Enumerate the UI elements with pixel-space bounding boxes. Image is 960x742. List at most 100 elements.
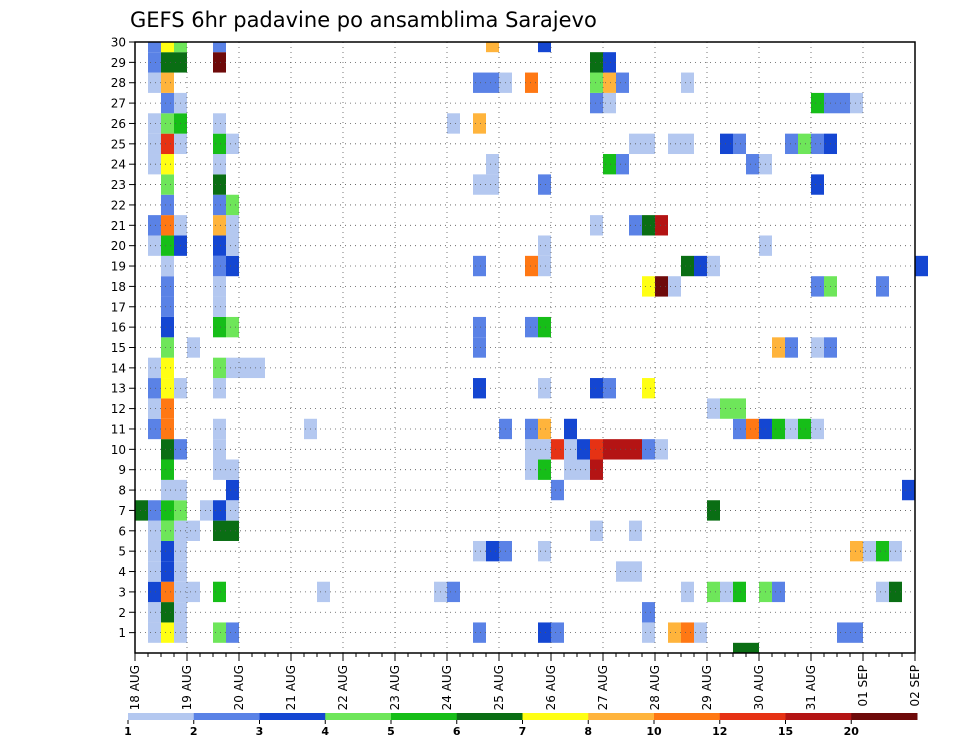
heatmap-cell xyxy=(733,581,746,603)
heatmap-cell xyxy=(148,113,161,134)
colorbar-swatch xyxy=(588,713,655,720)
heatmap-cell xyxy=(733,398,746,419)
heatmap-cell xyxy=(213,154,226,175)
heatmap-cell xyxy=(200,500,213,521)
heatmap-cell xyxy=(473,337,486,358)
heatmap-cell xyxy=(681,72,694,93)
heatmap-cell xyxy=(603,52,616,73)
heatmap-cell xyxy=(733,642,746,653)
heatmap-cell xyxy=(902,479,915,501)
colorbar-label: 15 xyxy=(778,725,793,738)
y-tick-label: 8 xyxy=(118,484,126,498)
heatmap-cell xyxy=(577,459,590,480)
colorbar-label: 4 xyxy=(321,725,329,738)
heatmap-cell xyxy=(486,72,499,93)
heatmap-cell xyxy=(148,520,161,541)
y-tick-label: 22 xyxy=(111,198,126,212)
heatmap-cell xyxy=(473,174,486,195)
heatmap-cell xyxy=(213,174,226,195)
heatmap-cell xyxy=(525,459,538,480)
y-tick-label: 20 xyxy=(111,239,126,253)
heatmap-cell xyxy=(213,194,226,216)
y-tick-label: 18 xyxy=(111,280,126,294)
heatmap-cell xyxy=(161,500,174,521)
heatmap-cell xyxy=(590,459,603,480)
heatmap-cell xyxy=(538,174,551,195)
heatmap-cell xyxy=(733,418,746,440)
heatmap-cell xyxy=(837,92,850,114)
y-tick-label: 26 xyxy=(111,117,126,131)
heatmap-cell xyxy=(161,622,174,643)
heatmap-cell xyxy=(161,235,174,256)
heatmap-cell xyxy=(603,439,616,460)
y-tick-label: 2 xyxy=(118,606,126,620)
x-tick-label: 18 AUG xyxy=(128,665,142,710)
colorbar-label: 1 xyxy=(124,725,132,738)
y-tick-label: 14 xyxy=(111,361,126,375)
heatmap-cell xyxy=(798,418,811,440)
y-tick-label: 7 xyxy=(118,504,126,518)
colorbar-swatch xyxy=(522,713,589,720)
heatmap-cell xyxy=(187,337,200,358)
colorbar-label: 10 xyxy=(646,725,662,738)
heatmap-cell xyxy=(161,296,174,317)
heatmap-cell xyxy=(213,215,226,236)
heatmap-cell xyxy=(161,418,174,440)
x-axis: 18 AUG 19 AUG 20 AUG 21 AUG 22 AUG 23 AUG 24 A… xyxy=(128,653,922,710)
heatmap-cell xyxy=(161,215,174,236)
x-tick-label: 21 AUG xyxy=(284,665,298,710)
x-tick-label: 22 AUG xyxy=(336,665,350,710)
heatmap-cell xyxy=(590,378,603,399)
heatmap-cell xyxy=(590,439,603,460)
heatmap-cell xyxy=(213,296,226,317)
heatmap-cell xyxy=(161,357,174,379)
heatmap-cell xyxy=(538,540,551,562)
heatmap-cell xyxy=(668,276,681,297)
heatmap-cell xyxy=(148,215,161,236)
heatmap-cell xyxy=(538,378,551,399)
x-tick-label: 01 SEP xyxy=(856,665,870,707)
heatmap-cell xyxy=(161,520,174,541)
colorbar-label: 5 xyxy=(387,725,395,738)
heatmap-cell xyxy=(720,398,733,419)
heatmap-cell xyxy=(252,357,265,379)
heatmap-cell xyxy=(538,255,551,277)
heatmap-cell xyxy=(174,42,187,53)
heatmap-cell xyxy=(161,194,174,216)
heatmap-cell xyxy=(213,113,226,134)
heatmap-cell xyxy=(161,459,174,480)
x-tick-label: 02 SEP xyxy=(908,665,922,707)
heatmap-cell xyxy=(707,500,720,521)
heatmap-cell xyxy=(915,255,928,277)
heatmap-cell xyxy=(642,439,655,460)
heatmap-cell xyxy=(551,439,564,460)
y-tick-label: 6 xyxy=(118,524,126,538)
y-tick-label: 19 xyxy=(111,260,126,274)
heatmap-cell xyxy=(187,520,200,541)
heatmap-cell xyxy=(798,133,811,155)
heatmap-cell xyxy=(486,42,499,53)
heatmap-cell xyxy=(616,154,629,175)
heatmap-cell xyxy=(161,133,174,155)
heatmap-cell xyxy=(161,255,174,277)
heatmap-cell xyxy=(642,602,655,623)
heatmap-cell xyxy=(213,500,226,521)
heatmap-cell xyxy=(811,174,824,195)
heatmap-cell xyxy=(148,622,161,643)
heatmap-cell xyxy=(473,622,486,643)
x-tick-label: 19 AUG xyxy=(180,665,194,710)
heatmap-cell xyxy=(668,133,681,155)
heatmap-cell xyxy=(161,276,174,297)
heatmap-cell xyxy=(473,72,486,93)
heatmap-cell xyxy=(226,500,239,521)
heatmap-cell xyxy=(590,92,603,114)
y-tick-label: 25 xyxy=(111,137,126,151)
y-tick-label: 3 xyxy=(118,585,126,599)
heatmap-cell xyxy=(681,622,694,643)
heatmap-cell xyxy=(616,439,629,460)
heatmap-cell xyxy=(525,316,538,338)
heatmap-cell xyxy=(538,418,551,440)
x-tick-label: 30 AUG xyxy=(752,665,766,710)
heatmap-cell xyxy=(707,398,720,419)
x-tick-label: 29 AUG xyxy=(700,665,714,710)
